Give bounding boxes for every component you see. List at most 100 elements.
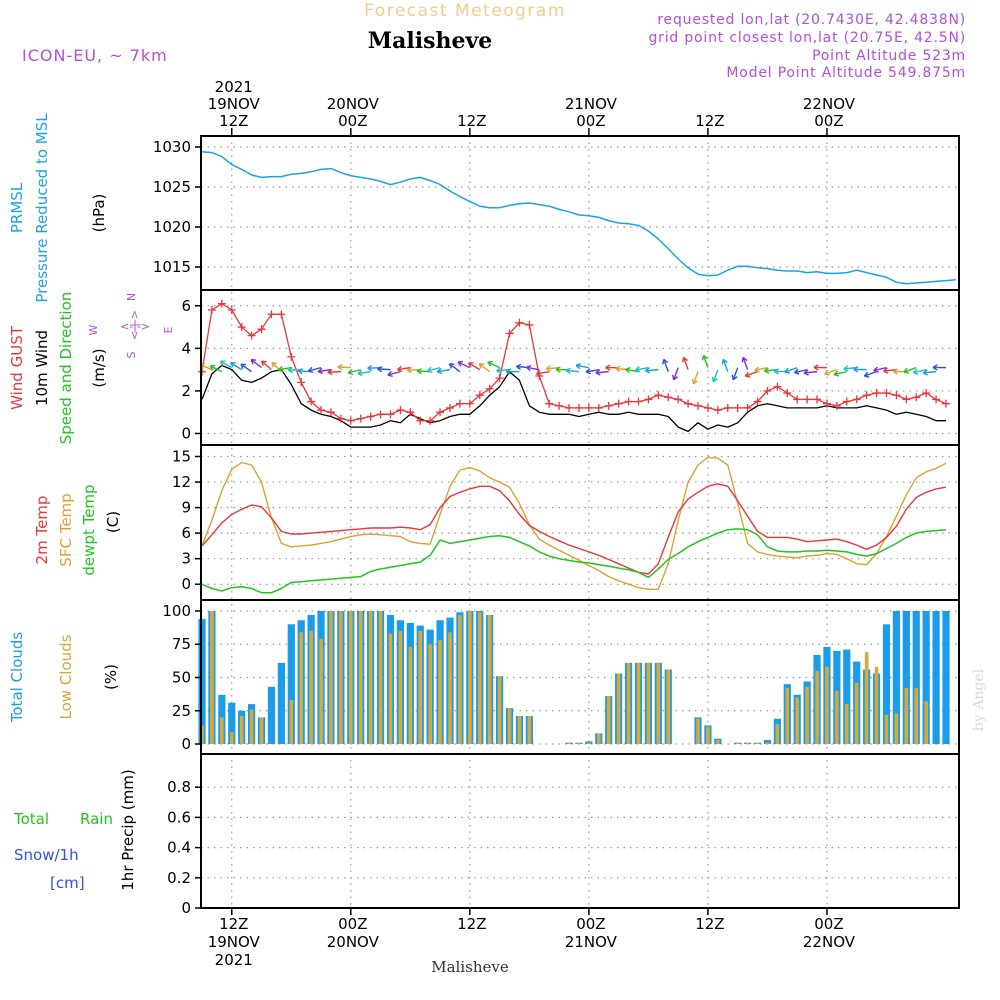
wind-gust-point (217, 299, 226, 308)
wind-gust-point (733, 403, 742, 412)
total-clouds-bar (882, 624, 891, 745)
wind-direction-arrow (536, 370, 550, 375)
wind-direction-arrow (784, 366, 798, 373)
wind-direction-arrow (873, 366, 887, 372)
wind-gust-point (694, 401, 702, 410)
wind-direction-arrowhead (711, 376, 718, 383)
wind-direction-arrowhead (595, 369, 601, 376)
wind-direction-arrowhead (515, 363, 522, 371)
wind-direction-arrow (565, 369, 580, 373)
low-clouds-bar (458, 614, 462, 745)
wind-direction-arrowhead (387, 370, 393, 378)
wind-direction-arrowhead (681, 356, 688, 363)
wind-direction-arrowhead (406, 366, 413, 374)
low-clouds-bar (606, 696, 611, 745)
wind-direction-arrow (843, 366, 857, 370)
top-x-tick-label: 00Z (338, 112, 367, 130)
wind-speed-direction-label: Speed and Direction (57, 292, 75, 445)
total-clouds-bar (922, 610, 930, 745)
wind-direction-arrowhead (744, 371, 751, 378)
wind-direction-arrow (278, 366, 292, 371)
wind-direction-arrowhead (741, 356, 748, 363)
wind-direction-arrow (903, 366, 917, 373)
wind-direction-arrow (240, 363, 253, 373)
low-clouds-bar (765, 742, 770, 745)
temp-dewpt-label: dewpt Temp (80, 484, 98, 575)
pressure-label-prmsl: PRMSL (8, 182, 26, 233)
axis-ticks: 1015102010251030024603691215025507510000… (153, 78, 856, 969)
wind-direction-arrowhead (913, 368, 919, 375)
wind-gust-point (455, 399, 464, 408)
wind-direction-arrowhead (731, 374, 738, 381)
compass-horizontal: <-|-> (120, 320, 150, 333)
wind-gust-point (872, 389, 881, 398)
low-clouds-bar (448, 632, 452, 745)
wind-gust-point (842, 397, 851, 406)
wind-direction-arrow (230, 362, 243, 371)
wind-direction-arrow (824, 368, 838, 375)
wind-gust-point (485, 384, 494, 393)
wind-direction-arrow (487, 361, 500, 369)
low-clouds-bar (587, 742, 591, 745)
panel-frame (200, 444, 960, 601)
wind-direction-arrowhead (467, 362, 474, 368)
wind-gust-point (713, 406, 722, 415)
wind-direction-arrowhead (271, 361, 278, 368)
y-tick-label: 0.8 (167, 778, 191, 796)
wind-gust-point (684, 399, 693, 408)
pressure-unit: (hPa) (90, 194, 108, 233)
wind-direction-arrow (437, 368, 451, 373)
wind-direction-arrowhead (307, 366, 314, 374)
wind-direction-arrow (833, 370, 847, 376)
series-layer (198, 151, 956, 594)
low-clouds-bar (497, 676, 502, 745)
wind-direction-arrowhead (824, 369, 830, 376)
bottom-x-tick-label: 12Z (457, 915, 486, 933)
low-clouds-bar (815, 670, 819, 745)
model-point-altitude: Model Point Altitude 549.875m (726, 65, 966, 81)
wind-direction-arrow (250, 359, 262, 369)
grid-point-lonlat: grid point closest lon,lat (20.75E, 42.5… (649, 30, 967, 46)
wind-gust-point (386, 410, 395, 419)
wind-direction-arrow (913, 368, 927, 374)
wind-direction-arrowhead (487, 360, 493, 367)
top-x-tick-label: 12Z (219, 112, 248, 130)
low-clouds-bar (398, 630, 403, 745)
wind-direction-arrowhead (250, 358, 257, 365)
low-clouds-bar (517, 716, 522, 745)
wind-gust-point (555, 401, 564, 410)
top-x-tick-label: 2021 (215, 78, 253, 96)
y-tick-label: 0.6 (167, 808, 191, 826)
wind-direction-arrowhead (436, 367, 443, 375)
bottom-x-tick-label: 00Z (814, 915, 843, 933)
wind-gust-point (207, 306, 216, 315)
wind-gust-point (654, 391, 663, 400)
wind-gust-point (346, 416, 355, 425)
precip-snow-label: Snow/1h (14, 846, 79, 864)
wind-direction-arrowhead (784, 367, 791, 374)
low-clouds-bar (259, 717, 264, 745)
top-x-tick-label: 12Z (457, 112, 486, 130)
low-clouds-bar (646, 662, 651, 745)
low-clouds-bar (527, 716, 532, 745)
low-clouds-bar (477, 612, 482, 745)
model-label: ICON-EU, ~ 7km (22, 46, 168, 65)
temp-sfc-label: SFC Temp (57, 493, 75, 566)
low-clouds-bar (329, 610, 333, 745)
wind-direction-arrow (923, 370, 937, 374)
wind-direction-arrow (764, 368, 778, 372)
low-clouds-bar (914, 688, 919, 745)
wind-gust-point (624, 397, 633, 406)
wind-gust-point (932, 395, 941, 404)
precip-total-label: Total (13, 810, 49, 828)
total-clouds-bar (267, 686, 276, 745)
wind-direction-arrowhead (922, 369, 928, 376)
compass-vertical: <-|-> (128, 310, 141, 340)
low-clouds-bar (378, 610, 383, 745)
wind-direction-arrowhead (575, 362, 581, 370)
wind-gust-point (703, 403, 712, 412)
compass-label: S (125, 351, 138, 358)
y-tick-label: 4 (181, 339, 191, 357)
wind-gust-point (406, 408, 415, 417)
low-clouds-bar (745, 742, 750, 745)
